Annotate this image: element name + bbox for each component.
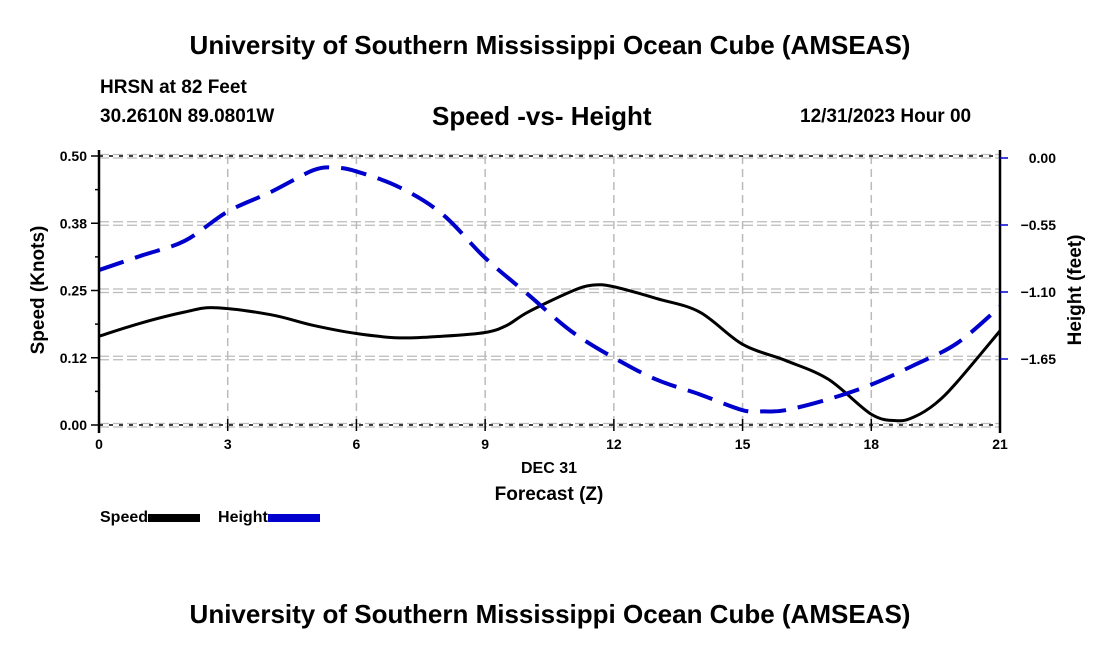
tick-labels: 0.00 0.12 0.25 0.38 0.50 0.00 −0.55 −1.10 −1.65 0… xyxy=(60,148,1056,452)
x-axis-title: Forecast (Z) xyxy=(495,484,604,505)
y2-tick-label: −1.10 xyxy=(1021,284,1057,300)
y-axis-title: Speed (Knots) xyxy=(28,226,49,355)
y-tick-label: 0.00 xyxy=(60,417,87,433)
legend-speed-swatch xyxy=(148,514,201,522)
coordinates-label: 30.2610N 89.0801W xyxy=(100,106,275,127)
station-label: HRSN at 82 Feet xyxy=(100,77,247,98)
x-tick-label: 0 xyxy=(95,436,103,452)
legend: Speed Height xyxy=(100,509,320,527)
y2-tick-label: 0.00 xyxy=(1029,150,1056,166)
x-tick-label: 3 xyxy=(224,436,232,452)
y-tick-label: 0.12 xyxy=(60,350,87,366)
x-date-label: DEC 31 xyxy=(521,460,577,477)
legend-height-label: Height xyxy=(218,509,268,526)
grid-lines xyxy=(99,153,1000,428)
x-tick-label: 18 xyxy=(863,436,879,452)
x-tick-label: 9 xyxy=(481,436,489,452)
y2-tick-label: −0.55 xyxy=(1021,217,1057,233)
x-tick-label: 12 xyxy=(606,436,622,452)
legend-height-swatch xyxy=(267,514,320,522)
y2-axis-title: Height (feet) xyxy=(1065,235,1086,346)
axes xyxy=(91,150,1008,433)
footer-title: University of Southern Mississippi Ocean… xyxy=(189,599,911,629)
y-tick-label: 0.38 xyxy=(60,215,87,231)
chart-subtitle: Speed -vs- Height xyxy=(432,101,652,131)
x-tick-label: 6 xyxy=(353,436,361,452)
main-title: University of Southern Mississippi Ocean… xyxy=(189,30,911,60)
y-tick-label: 0.50 xyxy=(60,148,87,164)
series-speed-line xyxy=(98,283,1002,423)
series-layer xyxy=(98,165,1002,423)
forecast-date: 12/31/2023 Hour 00 xyxy=(800,106,972,127)
legend-speed-label: Speed xyxy=(100,509,149,526)
y-tick-label: 0.25 xyxy=(60,283,87,299)
x-tick-label: 21 xyxy=(992,436,1008,452)
x-tick-label: 15 xyxy=(735,436,751,452)
y2-tick-label: −1.65 xyxy=(1021,351,1057,367)
